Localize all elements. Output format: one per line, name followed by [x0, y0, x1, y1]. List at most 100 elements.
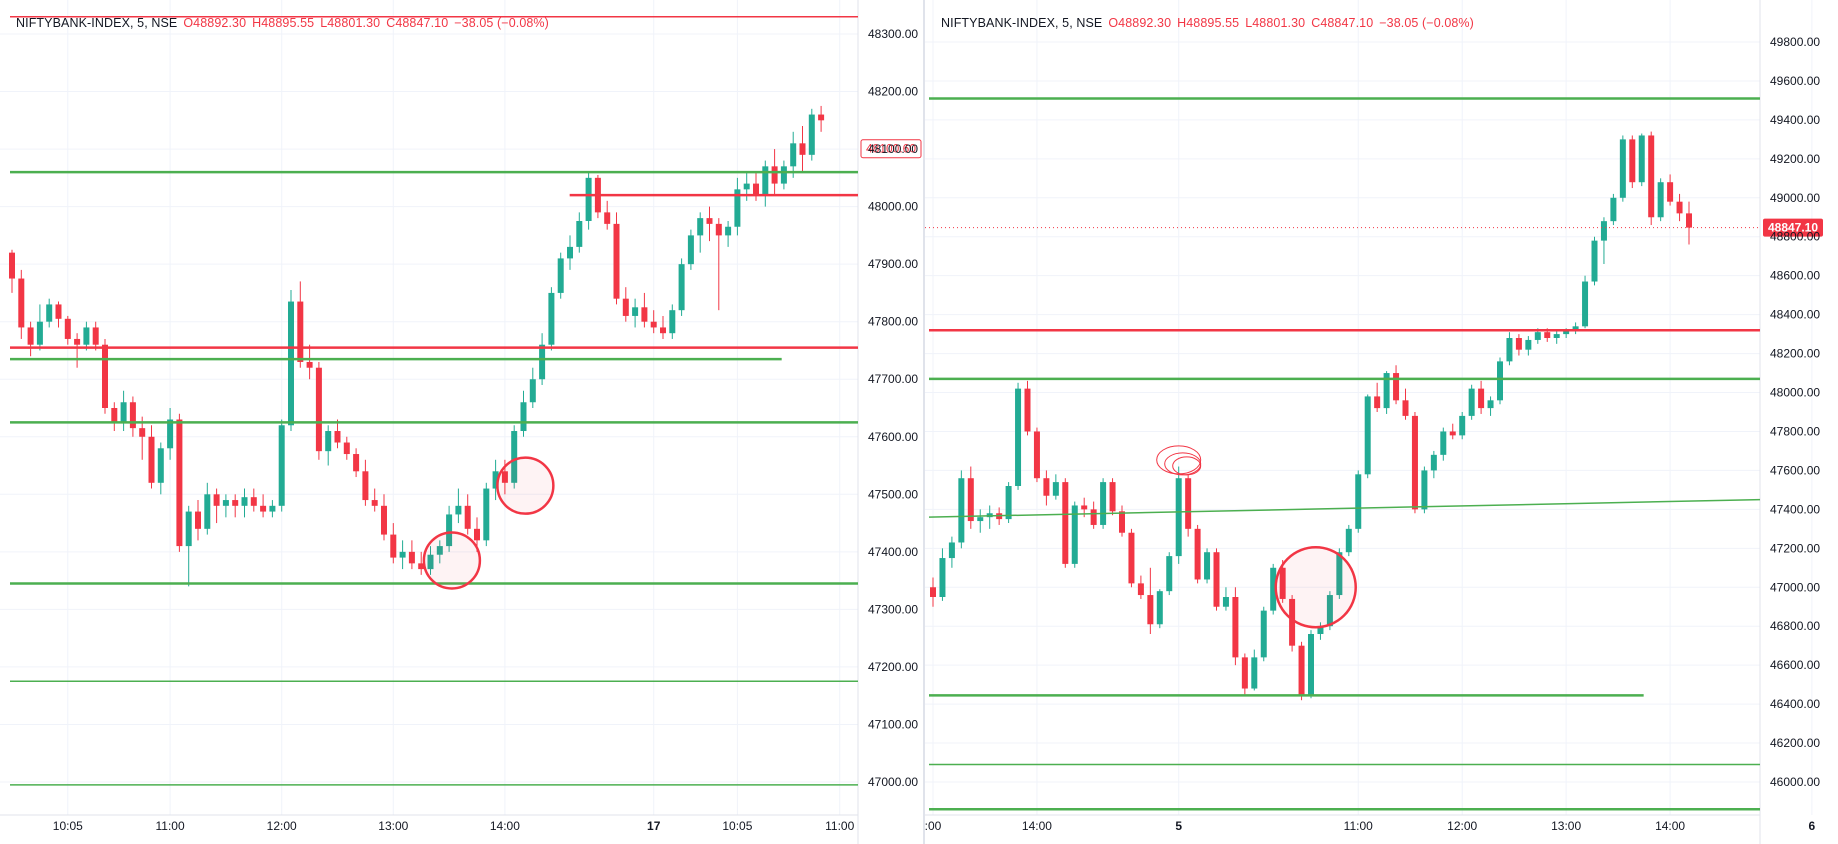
candle-body [734, 189, 741, 227]
y-tick-label: 48000.00 [1770, 386, 1820, 400]
candle-body [427, 554, 434, 570]
candle-body [678, 264, 685, 311]
scribble-mark [1172, 456, 1202, 476]
candle-body [1137, 583, 1144, 596]
x-tick-label: 10:05 [722, 819, 752, 833]
candle-body [1071, 505, 1078, 564]
candle-body [715, 223, 722, 236]
candle-body [1534, 332, 1541, 340]
current-price-tag: 48100.60 [860, 139, 922, 159]
candle-body [278, 425, 285, 506]
candle-body [539, 344, 546, 380]
candle-body [269, 505, 276, 512]
candle-body [250, 497, 257, 506]
candle-body [1204, 552, 1211, 580]
candle-body [492, 471, 499, 489]
candle-body [585, 177, 592, 221]
candle-body [83, 327, 90, 345]
legend-low: L48801.30 [1245, 16, 1306, 30]
candle-body [1119, 511, 1125, 533]
candle-body [167, 419, 174, 449]
candle-body [1222, 597, 1229, 607]
chart-panel-right[interactable]: 48847.10 49800.00 49600.00 49400.00 49200.00… [925, 0, 1838, 844]
candle-body [567, 246, 573, 259]
panel-divider[interactable] [923, 0, 925, 844]
candle-body [1081, 505, 1088, 510]
candle-body [418, 563, 425, 570]
chart-left-canvas[interactable]: 48100.60 48300.00 48200.00 48100.00 48000.00… [0, 0, 923, 844]
chart-panel-left[interactable]: 48100.60 48300.00 48200.00 48100.00 48000.00… [0, 0, 923, 844]
candle-body [195, 511, 201, 529]
y-tick-label: 48200.00 [868, 85, 918, 99]
candle-body [111, 408, 118, 423]
x-tick-label: 6 [1809, 819, 1816, 833]
price-tag-box [860, 139, 922, 159]
x-tick-label: 11:00 [156, 819, 185, 833]
candle-body [977, 517, 984, 522]
x-tick-label: 11:00 [825, 819, 854, 833]
candle-body [129, 402, 136, 429]
legend-change: −38.05 (−0.08%) [1379, 16, 1474, 30]
y-tick-label: 49400.00 [1770, 113, 1820, 127]
y-tick-label: 47000.00 [868, 775, 918, 789]
y-tick-label: 48300.00 [868, 27, 918, 41]
candle-body [371, 500, 378, 506]
candle-body [650, 321, 657, 328]
candle-body [176, 419, 183, 547]
y-tick-label: 47600.00 [1770, 463, 1820, 477]
candle-body [343, 442, 350, 455]
legend-symbol: NIFTYBANK-INDEX, 5, NSE [16, 16, 178, 30]
candle-body [1345, 528, 1352, 553]
price-tag-label: 48847.10 [1768, 221, 1818, 235]
candle-body [1383, 373, 1390, 409]
candle-body [1468, 388, 1475, 416]
y-tick-label: 47000.00 [1770, 580, 1820, 594]
candle-body [790, 143, 797, 167]
candle-body [771, 166, 778, 184]
candle-body [1487, 400, 1494, 409]
candle-body [148, 436, 155, 483]
candle-body [1430, 454, 1437, 471]
y-tick-label: 46000.00 [1770, 775, 1820, 789]
legend-low: L48801.30 [320, 16, 381, 30]
candle-body [1553, 334, 1560, 338]
candle-body [120, 402, 127, 423]
candle-body [1648, 135, 1655, 218]
candle-body [687, 235, 694, 265]
candle-body [1100, 482, 1107, 525]
candle-body [1213, 552, 1220, 607]
candle-body [706, 218, 713, 224]
candle-body [157, 448, 164, 483]
candle-body [1638, 135, 1645, 183]
candle-body [501, 471, 508, 483]
candle-body [1563, 330, 1570, 335]
y-tick-label: 47800.00 [1770, 424, 1820, 438]
y-tick-label: 47500.00 [868, 487, 918, 501]
candle-body [520, 402, 527, 432]
candle-body [511, 431, 518, 483]
chart-right-canvas[interactable]: 48847.10 49800.00 49600.00 49400.00 49200.00… [925, 0, 1838, 844]
candle-body [55, 304, 62, 319]
candle-body [1629, 139, 1636, 183]
y-tick-label: 46200.00 [1770, 736, 1820, 750]
grid [0, 0, 858, 815]
x-axis-labels: :00 14:00 5 11:00 12:00 13:00 14:00 6 [925, 819, 1816, 833]
candle-body [1326, 595, 1333, 627]
candle-body [325, 431, 332, 452]
y-tick-label: 48100.00 [868, 142, 918, 156]
candle-body [1062, 482, 1069, 564]
candle-body [1610, 197, 1617, 222]
candle-body [464, 505, 471, 529]
candle-body [1619, 139, 1626, 198]
y-tick-label: 47200.00 [1770, 541, 1820, 555]
candle-body [1572, 326, 1579, 331]
candle-body [102, 344, 108, 408]
candle-body [1166, 556, 1173, 592]
x-tick-label: 10:05 [53, 819, 83, 833]
candle-body [1043, 478, 1050, 496]
candle-body [1525, 339, 1532, 350]
candle-body [604, 212, 611, 224]
candle-body [725, 226, 732, 236]
candle-body [1440, 431, 1447, 455]
candle-body [1582, 281, 1589, 327]
